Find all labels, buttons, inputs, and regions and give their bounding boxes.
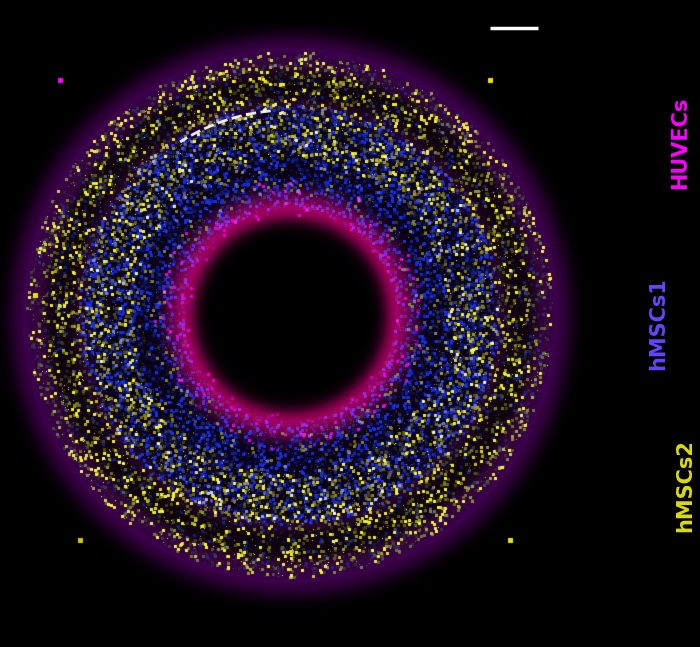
Text: HUVECs: HUVECs (670, 96, 690, 188)
Text: hMSCs1: hMSCs1 (648, 277, 668, 370)
Text: hMSCs2: hMSCs2 (675, 439, 695, 532)
